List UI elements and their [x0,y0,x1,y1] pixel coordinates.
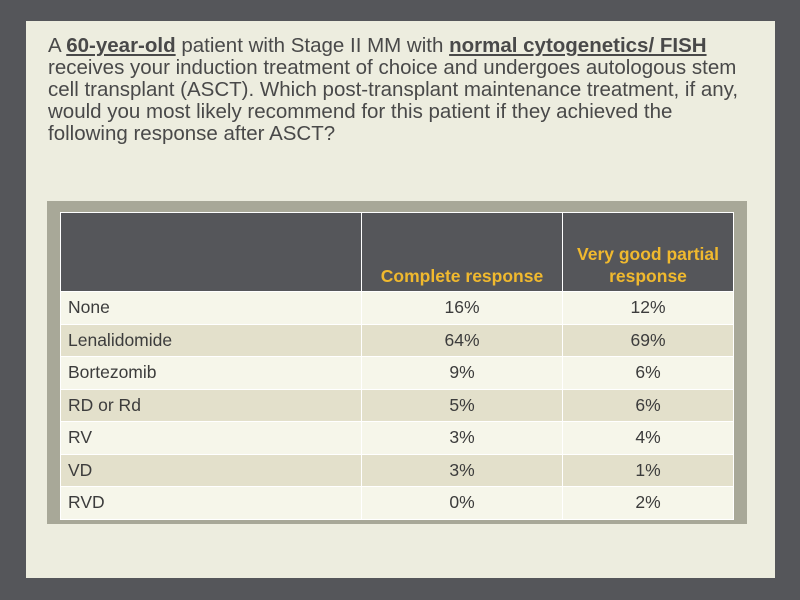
table-header-row: Complete response Very good partial resp… [60,212,734,292]
question-part-3: receives your induction treatment of cho… [48,56,739,145]
table-row: Lenalidomide 64% 69% [60,323,734,357]
vgpr-value: 6% [562,356,734,390]
table-row: VD 3% 1% [60,453,734,487]
table-row: RV 3% 4% [60,421,734,455]
row-label: RD or Rd [60,388,362,422]
cytogenetics-highlight: normal cytogenetics/ FISH [449,34,707,57]
row-label: VD [60,453,362,487]
table-row: None 16% 12% [60,291,734,325]
response-table: Complete response Very good partial resp… [60,212,734,520]
question-text: A 60-year-old patient with Stage II MM w… [48,35,748,145]
complete-value: 3% [361,453,563,487]
vgpr-value: 69% [562,323,734,357]
complete-value: 64% [361,323,563,357]
row-label: Lenalidomide [60,323,362,357]
vgpr-value: 2% [562,486,734,520]
question-part-2: patient with Stage II MM with [175,34,450,57]
vgpr-value: 4% [562,421,734,455]
vgpr-value: 12% [562,291,734,325]
row-label: RVD [60,486,362,520]
row-label: RV [60,421,362,455]
table-row: RVD 0% 2% [60,486,734,520]
vgpr-value: 1% [562,453,734,487]
table-row: RD or Rd 5% 6% [60,388,734,422]
complete-value: 0% [361,486,563,520]
age-highlight: 60-year-old [66,34,176,57]
complete-value: 3% [361,421,563,455]
complete-value: 16% [361,291,563,325]
vgpr-value: 6% [562,388,734,422]
header-empty [60,212,362,292]
table-frame: Complete response Very good partial resp… [47,201,747,524]
header-vgpr: Very good partial response [562,212,734,292]
slide: A 60-year-old patient with Stage II MM w… [26,21,775,578]
row-label: Bortezomib [60,356,362,390]
header-complete-response: Complete response [361,212,563,292]
table-row: Bortezomib 9% 6% [60,356,734,390]
complete-value: 5% [361,388,563,422]
row-label: None [60,291,362,325]
question-part-1: A [48,34,67,57]
complete-value: 9% [361,356,563,390]
